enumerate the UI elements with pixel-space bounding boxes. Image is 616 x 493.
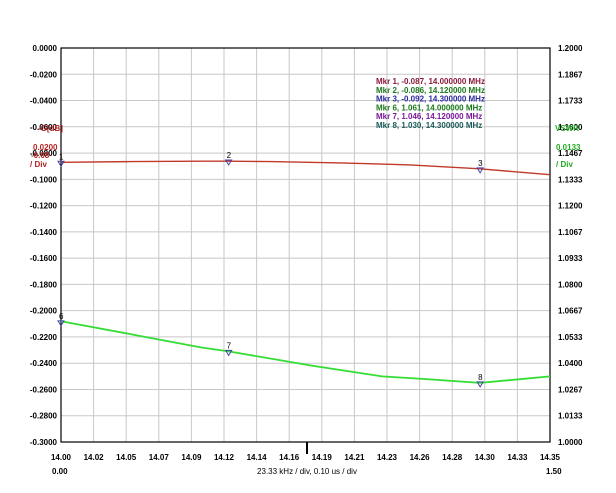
left-tick-label: -0.3000 [30, 438, 58, 447]
right-axis-unit: / Div [556, 160, 573, 169]
left-tick-label: -0.2200 [30, 333, 58, 342]
series-group [60, 160, 551, 384]
markers-group: 1 2 3 6 7 8 [57, 151, 485, 388]
left-tick-label: -0.0400 [30, 97, 58, 106]
left-axis-ref: -0.08 [31, 151, 50, 160]
left-tick-label: -0.0200 [30, 70, 58, 79]
marker-6-point [57, 320, 65, 327]
marker-8-point [476, 381, 485, 388]
right-tick-label: 1.1067 [558, 228, 583, 237]
left-tick-label: -0.1200 [30, 202, 58, 211]
legend-entry: Mkr 2, -0.086, 14.120000 MHz [376, 86, 485, 95]
marker-1-point [57, 160, 65, 168]
x-tick-label: 14.09 [181, 453, 202, 462]
right-ticks: 1.2000 1.1867 1.1733 1.1600 1.1467 1.1333 1.12… [558, 44, 583, 447]
right-tick-label: 1.0000 [558, 438, 583, 447]
x-tick-label: 14.16 [279, 453, 300, 462]
gain-series-line [60, 160, 551, 176]
left-axis-label: -G[dB] [38, 124, 63, 133]
left-axis-unit: / Div [30, 160, 47, 169]
left-tick-label: -0.0800 [30, 149, 58, 158]
x-tick-label: 14.35 [540, 453, 561, 462]
marker-8-label: 8 [478, 373, 483, 382]
legend-entry: Mkr 6, 1.061, 14.000000 MHz [376, 103, 482, 112]
x-tick-label: 14.28 [442, 453, 463, 462]
bottom-right-value: 1.50 [546, 467, 562, 476]
x-tick-label: 14.12 [214, 453, 235, 462]
left-tick-label: -0.2800 [30, 412, 58, 421]
right-tick-label: 1.2000 [558, 44, 583, 53]
x-tick-label: 14.26 [410, 453, 431, 462]
legend-entry: Mkr 8, 1.030, 14.300000 MHz [376, 121, 482, 130]
marker-7-label: 7 [227, 341, 232, 350]
x-tick-label: 14.23 [377, 453, 398, 462]
x-tick-label: 14.00 [51, 453, 72, 462]
x-tick-label: 14.21 [344, 453, 365, 462]
right-tick-label: 1.1733 [558, 97, 583, 106]
right-tick-label: 1.0667 [558, 307, 583, 316]
right-tick-label: 1.1467 [558, 149, 583, 158]
left-tick-label: -0.2400 [30, 359, 58, 368]
right-axis-label: VSWR [555, 124, 579, 133]
vswr-series-line [60, 320, 551, 384]
right-tick-label: 1.0133 [558, 412, 583, 421]
x-tick-label: 14.30 [475, 453, 496, 462]
x-tick-label: 14.05 [116, 453, 137, 462]
left-ticks: 0.0000 -0.0200 -0.0400 -0.0600 -0.0800 -0.100… [30, 44, 58, 447]
right-tick-label: 1.0933 [558, 254, 583, 263]
legend-entry: Mkr 7, 1.046, 14.120000 MHz [376, 112, 482, 121]
legend-entry: Mkr 3, -0.092, 14.300000 MHz [376, 95, 485, 104]
x-tick-label: 14.19 [312, 453, 333, 462]
right-tick-label: 1.1600 [558, 123, 583, 132]
marker-2-point [224, 159, 233, 166]
left-tick-label: -0.1000 [30, 175, 58, 184]
left-tick-label: -0.1600 [30, 254, 58, 263]
legend-entry: Mkr 1, -0.087, 14.000000 MHz [376, 77, 485, 86]
marker-3-point [476, 167, 485, 174]
bottom-left-value: 0.00 [52, 467, 68, 476]
right-tick-label: 1.1333 [558, 175, 583, 184]
x-tick-label: 14.02 [84, 453, 105, 462]
x-tick-label: 14.07 [149, 453, 170, 462]
left-axis-scale: 0.0200 [33, 143, 58, 152]
marker-6-label: 6 [59, 312, 64, 321]
left-tick-label: 0.0000 [33, 44, 58, 53]
x-tick-label: 14.14 [247, 453, 268, 462]
right-axis-scale: 0.0133 [556, 143, 581, 152]
x-tick-label: 14.33 [507, 453, 528, 462]
left-tick-label: -0.1400 [30, 228, 58, 237]
right-tick-label: 1.0400 [558, 359, 583, 368]
plot-frame [60, 47, 551, 443]
x-caption: 23.33 kHz / div, 0.10 us / div [257, 467, 357, 476]
right-tick-label: 1.0800 [558, 280, 583, 289]
marker-1-label: 1 [59, 152, 64, 161]
x-ticks: 14.00 14.02 14.05 14.07 14.09 14.12 14.14 14.16… [51, 453, 561, 462]
right-tick-label: 1.1200 [558, 202, 583, 211]
grid [61, 48, 550, 442]
right-tick-label: 1.0267 [558, 385, 583, 394]
marker-2-label: 2 [227, 151, 232, 160]
right-tick-label: 1.0533 [558, 333, 583, 342]
left-tick-label: -0.0600 [30, 123, 58, 132]
marker-7-point [224, 349, 233, 357]
marker-3-label: 3 [478, 159, 483, 168]
right-tick-label: 1.1867 [558, 70, 583, 79]
left-tick-label: -0.2600 [30, 385, 58, 394]
left-tick-label: -0.2000 [30, 307, 58, 316]
left-tick-label: -0.1800 [30, 280, 58, 289]
